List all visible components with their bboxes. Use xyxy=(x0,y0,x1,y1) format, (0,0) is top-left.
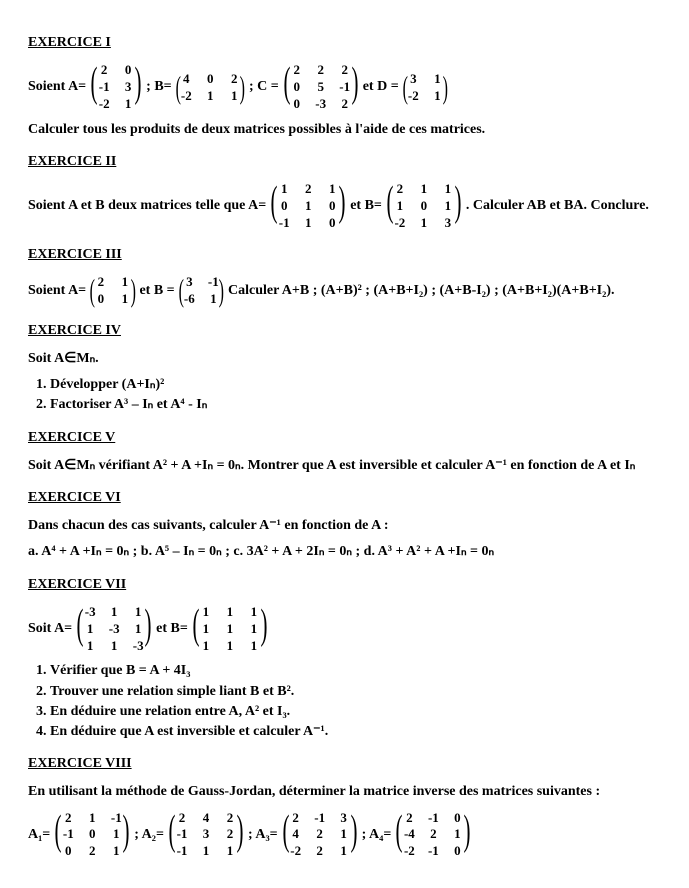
ex3-A: (2101) xyxy=(91,274,134,308)
ex2-A: (121010-110) xyxy=(271,181,345,232)
ex1-sep1: ; B= xyxy=(146,78,171,96)
ex1-task: Calculer tous les produits de deux matri… xyxy=(28,121,661,139)
ex1-title: EXERCICE I xyxy=(28,34,661,52)
ex6-lead: Dans chacun des cas suivants, calculer A… xyxy=(28,517,661,535)
ex1-B: (402-211) xyxy=(177,71,244,105)
ex1-lead: Soient A= xyxy=(28,78,86,96)
ex6-title: EXERCICE VI xyxy=(28,489,661,507)
ex8-A1: (21-1-101021) xyxy=(55,810,129,861)
ex3-title: EXERCICE III xyxy=(28,246,661,264)
ex7-B: (111111111) xyxy=(193,604,267,655)
ex7-title: EXERCICE VII xyxy=(28,576,661,594)
ex1-C: (22205-10-32) xyxy=(284,62,358,113)
ex8-A4: (2-10-421-2-10) xyxy=(396,810,470,861)
ex6-cases: a. A⁴ + A +Iₙ = 0ₙ ; b. A⁵ – Iₙ = 0ₙ ; c… xyxy=(28,543,661,561)
ex5-text: Soit A∈Mₙ vérifiant A² + A +Iₙ = 0ₙ. Mon… xyxy=(28,457,661,475)
ex2-lead: Soient A et B deux matrices telle que A= xyxy=(28,197,266,215)
ex7-item3: En déduire une relation entre A, A² et I… xyxy=(50,703,661,721)
ex3-B: (3-1-61) xyxy=(180,274,223,308)
ex2-tail: . Calculer AB et BA. Conclure. xyxy=(466,197,649,215)
ex4-item2: Factoriser A³ – Iₙ et A⁴ - Iₙ xyxy=(50,396,661,414)
ex3-tail: Calculer A+B ; (A+B)² ; (A+B+I₂) ; (A+B-… xyxy=(228,282,615,300)
ex7-lead: Soit A= xyxy=(28,620,72,638)
ex4-title: EXERCICE IV xyxy=(28,322,661,340)
ex4-soit: Soit A∈Mₙ. xyxy=(28,350,661,368)
ex4-item1: Développer (A+Iₙ)² xyxy=(50,376,661,394)
ex1-def: Soient A= (20-13-21) ; B= (402-211) ; C … xyxy=(28,62,661,113)
ex4-list: Développer (A+Iₙ)² Factoriser A³ – Iₙ et… xyxy=(28,376,661,414)
ex7-def: Soit A= (-3111-3111-3) et B= (111111111) xyxy=(28,604,661,655)
ex3-line: Soient A= (2101) et B = (3-1-61) Calcule… xyxy=(28,274,661,308)
ex5-title: EXERCICE V xyxy=(28,429,661,447)
ex1-A: (20-13-21) xyxy=(91,62,141,113)
ex8-lead: En utilisant la méthode de Gauss-Jordan,… xyxy=(28,783,661,801)
ex7-mid: et B= xyxy=(156,620,188,638)
ex8-l1: A₁= xyxy=(28,826,50,844)
ex3-lead: Soient A= xyxy=(28,282,86,300)
ex8-s3: ; A₄= xyxy=(362,826,392,844)
ex7-item4: En déduire que A est inversible et calcu… xyxy=(50,723,661,741)
ex7-A: (-3111-3111-3) xyxy=(77,604,151,655)
ex1-and: et D = xyxy=(363,78,399,96)
ex8-A2: (242-132-111) xyxy=(169,810,243,861)
ex8-title: EXERCICE VIII xyxy=(28,755,661,773)
ex2-B: (211101-213) xyxy=(387,181,461,232)
ex3-mid: et B = xyxy=(139,282,174,300)
ex2-mid: et B= xyxy=(350,197,382,215)
ex7-item2: Trouver une relation simple liant B et B… xyxy=(50,683,661,701)
ex2-line: Soient A et B deux matrices telle que A=… xyxy=(28,181,661,232)
ex7-item1: Vérifier que B = A + 4I₃ xyxy=(50,662,661,680)
ex2-title: EXERCICE II xyxy=(28,153,661,171)
ex8-A3: (2-13421-221) xyxy=(283,810,357,861)
ex7-list: Vérifier que B = A + 4I₃ Trouver une rel… xyxy=(28,662,661,741)
ex8-s1: ; A₂= xyxy=(134,826,164,844)
ex1-D: (31-21) xyxy=(404,71,447,105)
ex8-s2: ; A₃= xyxy=(248,826,278,844)
ex8-mats: A₁= (21-1-101021) ; A₂= (242-132-111) ; … xyxy=(28,810,661,861)
ex1-sep2: ; C = xyxy=(249,78,279,96)
